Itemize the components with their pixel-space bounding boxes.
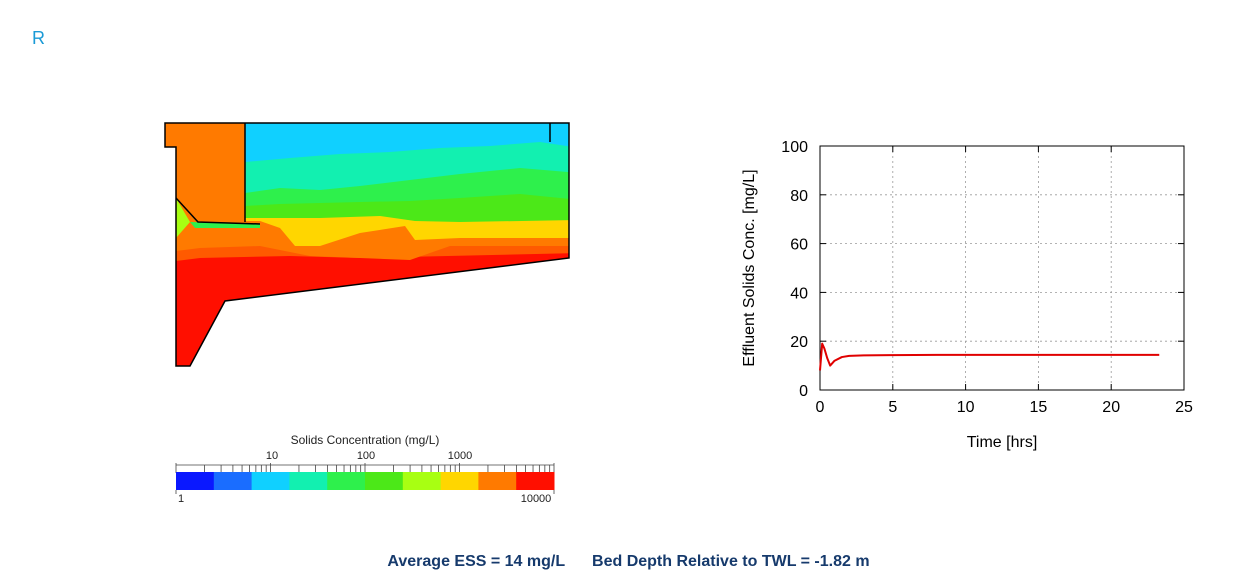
y-tick-label: 100: [781, 139, 808, 156]
colorbar-swatch: [289, 472, 328, 490]
colorbar-swatch: [478, 472, 517, 490]
effluent-solids-chart: 0 5 10 15 20 25 0 20 40 60 80 100 Time [hrs] Efflue…: [741, 139, 1193, 451]
x-tick-label: 20: [1102, 399, 1120, 416]
y-tick-label: 40: [790, 285, 808, 302]
clarifier-contour-image: [164, 122, 570, 367]
colorbar-swatch: [176, 472, 215, 490]
x-tick-label: 5: [888, 399, 897, 416]
x-tick-label: 10: [957, 399, 975, 416]
average-ess-text: Average ESS = 14 mg/L: [387, 553, 566, 570]
x-tick-label: 15: [1030, 399, 1048, 416]
colorbar-ticks: [175, 463, 555, 494]
colorbar-swatch: [516, 472, 555, 490]
colorbar-top-label-10: 10: [266, 450, 278, 462]
y-axis-label: Effluent Solids Conc. [mg/L]: [741, 169, 758, 366]
chart-grid: [820, 146, 1184, 390]
x-tick-label: 25: [1175, 399, 1193, 416]
plot-frame: [819, 145, 1185, 391]
colorbar-bottom-label-10000: 10000: [521, 493, 552, 505]
effluent-solids-series-line: [819, 342, 1160, 371]
y-tick-label: 20: [790, 334, 808, 351]
y-tick-label: 0: [799, 383, 808, 400]
y-tick-label: 80: [790, 188, 808, 205]
colorbar-swatch: [365, 472, 404, 490]
x-axis-label: Time [hrs]: [967, 434, 1038, 451]
colorbar-bottom-label-1: 1: [178, 493, 184, 505]
y-tick-label: 60: [790, 237, 808, 254]
colorbar-swatch: [402, 472, 442, 490]
chart-axis-ticks: 0 5 10 15 20 25 0 20 40 60 80 100: [781, 139, 1193, 416]
colorbar-swatches: [176, 472, 555, 490]
colorbar-swatch: [440, 472, 479, 490]
colorbar-title: Solids Concentration (mg/L): [291, 433, 440, 447]
colorbar-top-label-100: 100: [357, 450, 375, 462]
colorbar-swatch: [213, 472, 253, 490]
colorbar-swatch: [327, 472, 366, 490]
colorbar-top-label-1000: 1000: [448, 450, 472, 462]
colorbar-swatch: [251, 472, 290, 490]
page-letter: R: [32, 28, 45, 48]
bed-depth-text: Bed Depth Relative to TWL = -1.82 m: [592, 553, 870, 570]
summary-footer: Average ESS = 14 mg/L Bed Depth Relative…: [0, 553, 1257, 571]
concentration-colorbar: Solids Concentration (mg/L) 10 100 1000 …: [175, 433, 555, 505]
x-tick-label: 0: [816, 399, 825, 416]
chart-series-layer: [819, 342, 1160, 371]
